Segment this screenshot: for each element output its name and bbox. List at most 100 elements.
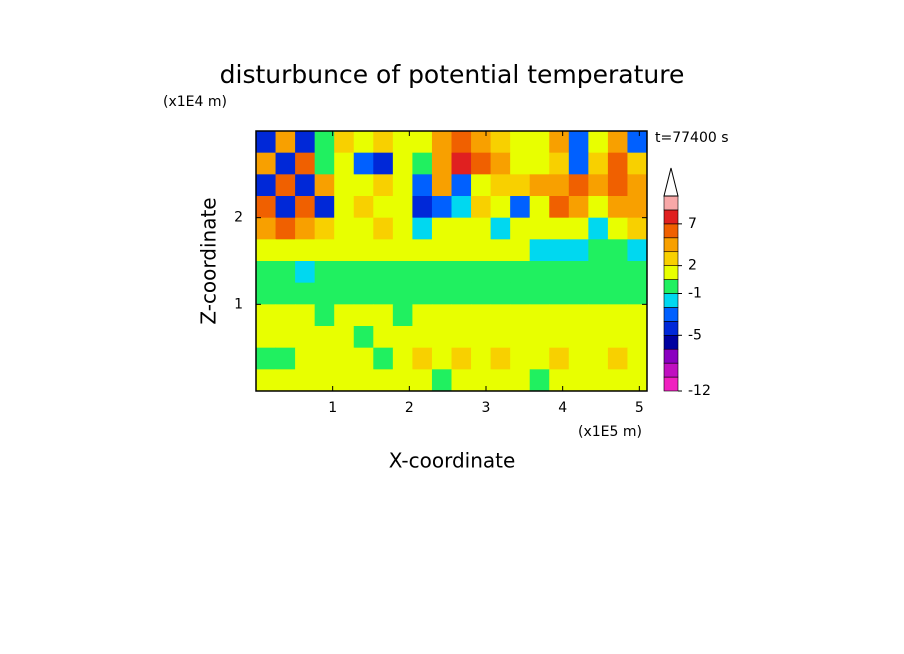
field-cell (627, 347, 648, 370)
x-axis-label: X-coordinate (389, 449, 516, 473)
field-cell (431, 326, 452, 349)
field-cell (314, 196, 335, 219)
field-cell (471, 196, 492, 219)
field-cell (392, 131, 413, 154)
field-cell (490, 347, 511, 370)
field-cell (392, 369, 413, 392)
field-cell (353, 304, 374, 327)
field-cell (314, 261, 335, 284)
field-cell (490, 174, 511, 197)
field-cell (490, 217, 511, 240)
field-cell (373, 261, 394, 284)
field-cell (627, 196, 648, 219)
field-cell (588, 369, 609, 392)
field-cell (510, 152, 531, 175)
field-cell (275, 152, 296, 175)
field-cell (568, 304, 589, 327)
field-cell (392, 326, 413, 349)
field-cell (314, 217, 335, 240)
field-cell (510, 196, 531, 219)
field-cell (568, 196, 589, 219)
field-cell (529, 239, 550, 262)
field-cell (627, 174, 648, 197)
field-cell (568, 152, 589, 175)
field-cell (392, 217, 413, 240)
colorbar-segment (663, 251, 679, 266)
field-cell (607, 217, 628, 240)
field-cell (451, 196, 472, 219)
colorbar-segment (663, 334, 679, 350)
colorbar-segment (663, 321, 679, 336)
field-cell (607, 131, 628, 154)
field-cell (392, 304, 413, 327)
field-cell (549, 239, 570, 262)
field-cell (392, 196, 413, 219)
field-cell (588, 239, 609, 262)
field-cell (334, 369, 355, 392)
field-cell (627, 217, 648, 240)
field-cell (295, 282, 316, 305)
colorbar-tick-label: -5 (688, 327, 702, 343)
field-cell (568, 326, 589, 349)
field-cell (334, 152, 355, 175)
field-cell (510, 347, 531, 370)
field-cell (392, 174, 413, 197)
field-cell (373, 196, 394, 219)
field-cell (490, 326, 511, 349)
field-cell (471, 347, 492, 370)
field-cell (314, 347, 335, 370)
field-cell (256, 369, 277, 392)
field-cell (627, 369, 648, 392)
field-cell (353, 347, 374, 370)
field-cell (471, 282, 492, 305)
field-cell (588, 152, 609, 175)
field-cell (607, 282, 628, 305)
field-cell (529, 174, 550, 197)
field-cell (568, 261, 589, 284)
field-cell (490, 239, 511, 262)
colorbar-extension (663, 167, 679, 197)
field-cell (392, 152, 413, 175)
field-cell (256, 131, 277, 154)
field-cell (334, 217, 355, 240)
colorbar-segment (663, 348, 679, 364)
field-cell (549, 304, 570, 327)
field-cell (510, 174, 531, 197)
field-cell (607, 369, 628, 392)
field-cell (510, 239, 531, 262)
plot-frame (255, 130, 648, 392)
field-cell (568, 217, 589, 240)
field-cell (275, 326, 296, 349)
field-cell (471, 304, 492, 327)
field-cell (392, 347, 413, 370)
field-cell (275, 131, 296, 154)
field-cell (392, 282, 413, 305)
y-unit: (x1E4 m) (163, 94, 227, 110)
field-cell (451, 152, 472, 175)
field-cell (295, 131, 316, 154)
field-cell (510, 131, 531, 154)
field-cell (295, 196, 316, 219)
field-cell (314, 326, 335, 349)
field-cell (490, 152, 511, 175)
field-cell (451, 369, 472, 392)
field-cell (295, 174, 316, 197)
field-cell (373, 326, 394, 349)
field-cell (373, 174, 394, 197)
field-cell (549, 131, 570, 154)
field-cell (549, 347, 570, 370)
colorbar-segment (663, 237, 679, 253)
field-cell (627, 239, 648, 262)
field-cell (412, 239, 433, 262)
field-cell (392, 261, 413, 284)
field-cell (295, 347, 316, 370)
field-cell (490, 369, 511, 392)
field-cell (431, 239, 452, 262)
field-cell (373, 152, 394, 175)
field-cell (588, 282, 609, 305)
field-cell (549, 261, 570, 284)
field-cell (510, 261, 531, 284)
field-cell (275, 174, 296, 197)
field-cell (334, 261, 355, 284)
field-cell (607, 239, 628, 262)
